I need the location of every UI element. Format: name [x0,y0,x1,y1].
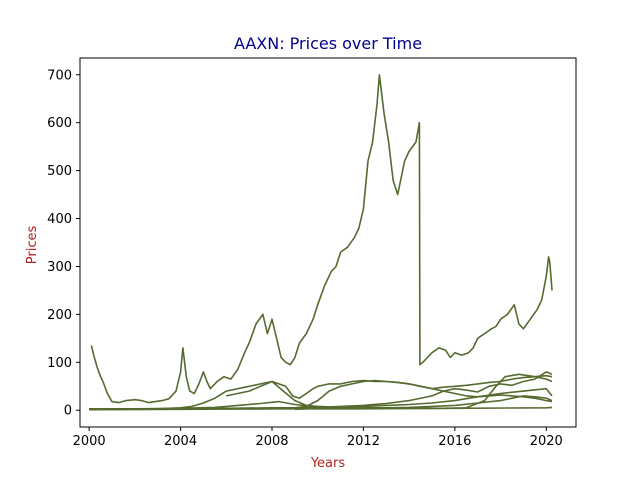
series-line-2 [157,374,553,410]
axes-layer: 2000 2004 2008 2012 2016 2020 0 100 200 300 400 500… [47,57,577,449]
x-tick-label: 2020 [530,434,563,449]
y-tick-label: 0 [64,404,72,419]
series-line-7 [294,387,553,411]
series-line-6 [226,380,553,409]
x-tick-label: 2016 [438,434,471,449]
plot-frame [79,57,577,428]
y-tick-label: 300 [47,260,72,275]
y-tick-label: 700 [47,68,72,83]
x-tick-label: 2000 [73,434,106,449]
chart-title: AAXN: Prices over Time [234,34,422,53]
x-tick-label: 2012 [347,434,380,449]
series-line-5 [249,379,553,410]
y-tick-label: 100 [47,356,72,371]
x-axis-label: Years [310,456,346,471]
series-layer [89,74,553,411]
x-tick-label: 2004 [164,434,197,449]
y-axis-label: Prices [25,226,40,265]
series-line-1 [90,74,553,404]
y-tick-label: 400 [47,212,72,227]
y-tick-label: 500 [47,164,72,179]
series-line-8 [89,406,553,411]
x-tick-label: 2008 [255,434,288,449]
y-tick-label: 600 [47,116,72,131]
y-tick-label: 200 [47,308,72,323]
